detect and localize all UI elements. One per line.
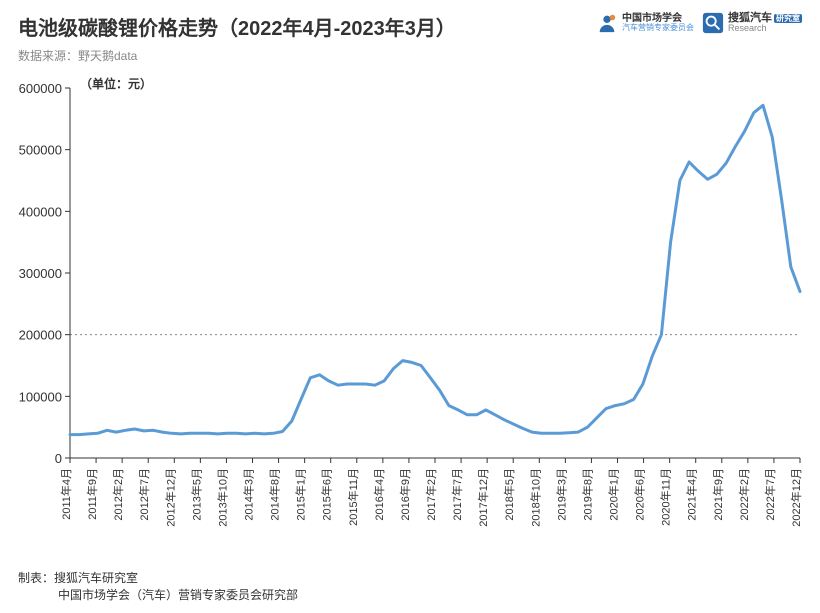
svg-text:600000: 600000 [19, 81, 62, 96]
svg-text:400000: 400000 [19, 204, 62, 219]
svg-text:2020年1月: 2020年1月 [607, 468, 621, 521]
svg-text:2016年4月: 2016年4月 [372, 468, 386, 521]
svg-text:2011年9月: 2011年9月 [85, 468, 99, 520]
svg-text:100000: 100000 [19, 389, 62, 404]
svg-text:2011年4月: 2011年4月 [59, 468, 73, 520]
footer-line1: 制表：搜狐汽车研究室 [18, 569, 298, 586]
svg-text:2017年7月: 2017年7月 [450, 468, 464, 521]
svg-text:2022年12月: 2022年12月 [789, 468, 803, 527]
svg-text:2012年7月: 2012年7月 [137, 468, 151, 521]
footer-line2: 中国市场学会（汽车）营销专家委员会研究部 [58, 586, 298, 603]
svg-text:2020年6月: 2020年6月 [633, 468, 647, 521]
footer-credits: 制表：搜狐汽车研究室 中国市场学会（汽车）营销专家委员会研究部 [18, 569, 298, 603]
svg-text:2021年4月: 2021年4月 [685, 468, 699, 521]
svg-text:2022年2月: 2022年2月 [737, 468, 751, 521]
svg-text:2017年2月: 2017年2月 [424, 468, 438, 521]
svg-text:2015年1月: 2015年1月 [294, 468, 308, 521]
svg-text:2022年7月: 2022年7月 [763, 468, 777, 521]
svg-text:2020年11月: 2020年11月 [659, 468, 673, 526]
svg-text:2013年5月: 2013年5月 [189, 468, 203, 521]
svg-text:500000: 500000 [19, 143, 62, 158]
svg-text:0: 0 [55, 451, 62, 466]
svg-text:2019年8月: 2019年8月 [580, 468, 594, 521]
svg-text:2014年8月: 2014年8月 [268, 468, 282, 521]
svg-text:2015年6月: 2015年6月 [320, 468, 334, 521]
svg-text:2018年10月: 2018年10月 [528, 468, 542, 527]
price-chart: 0 100000 200000 300000 400000 500000 600000 201… [0, 0, 820, 560]
svg-text:200000: 200000 [19, 328, 62, 343]
svg-text:2015年11月: 2015年11月 [346, 468, 360, 526]
svg-text:2014年3月: 2014年3月 [242, 468, 256, 521]
svg-text:300000: 300000 [19, 266, 62, 281]
svg-text:2016年9月: 2016年9月 [398, 468, 412, 521]
svg-text:2018年5月: 2018年5月 [502, 468, 516, 521]
svg-text:2012年2月: 2012年2月 [111, 468, 125, 521]
svg-text:2012年12月: 2012年12月 [163, 468, 177, 527]
svg-text:2019年3月: 2019年3月 [554, 468, 568, 521]
svg-text:2013年10月: 2013年10月 [215, 468, 229, 527]
svg-text:2021年9月: 2021年9月 [711, 468, 725, 521]
svg-text:2017年12月: 2017年12月 [476, 468, 490, 527]
